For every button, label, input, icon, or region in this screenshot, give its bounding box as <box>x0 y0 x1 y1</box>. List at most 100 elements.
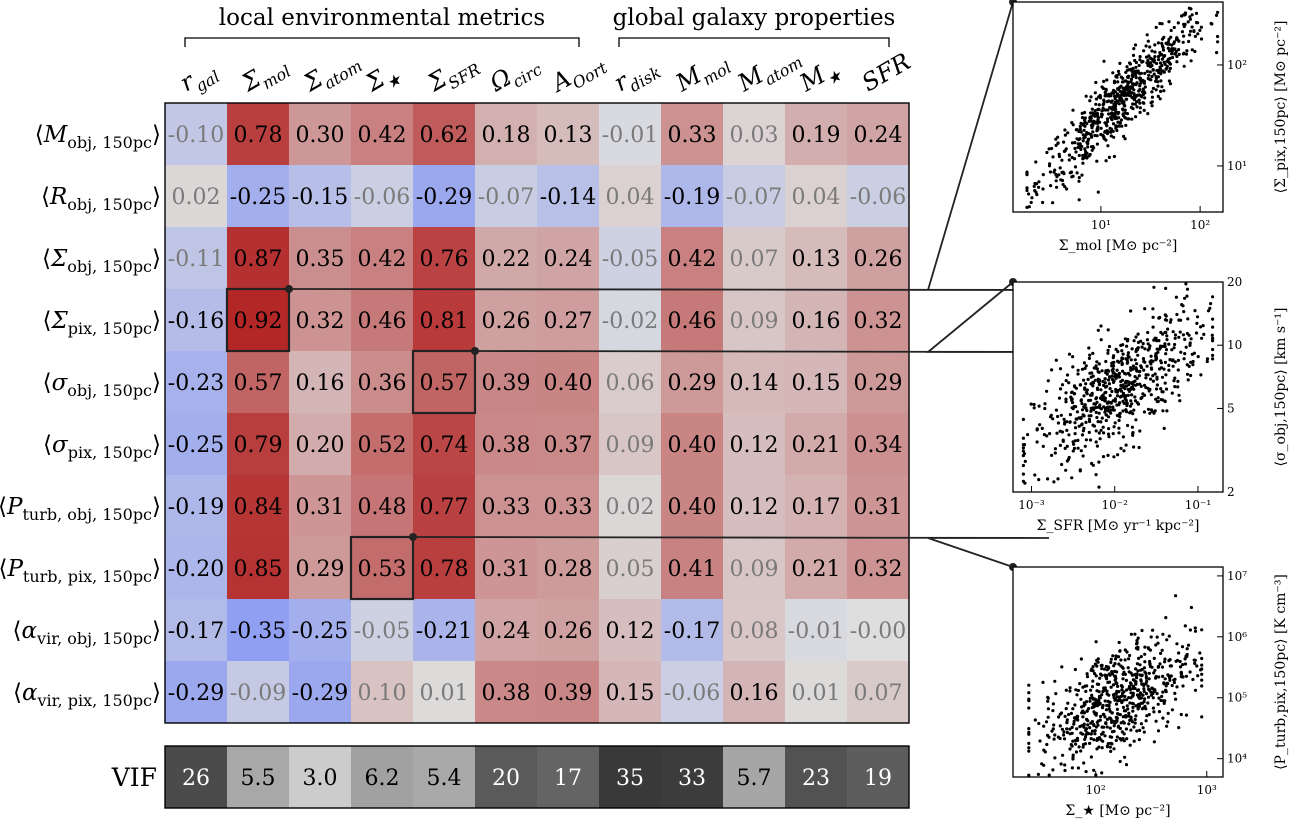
heatmap-cell-value: 0.84 <box>234 495 283 520</box>
heatmap-cell-value: 0.39 <box>482 371 531 396</box>
row-label: ⟨Pturb, obj, 150pc⟩ <box>0 494 161 524</box>
heatmap-cell-value: 0.26 <box>854 247 903 272</box>
heatmap-cell-value: 0.02 <box>172 185 221 210</box>
heatmap-cell <box>413 599 475 661</box>
heatmap-cell <box>351 661 413 723</box>
heatmap-cell <box>785 475 847 537</box>
heatmap-cell-value: 0.19 <box>792 123 841 148</box>
heatmap-cell-value: -0.15 <box>292 185 348 210</box>
heatmap-cell-value: 0.09 <box>730 557 779 582</box>
heatmap-cell-value: -0.14 <box>540 185 596 210</box>
heatmap-cell-value: 0.87 <box>234 247 283 272</box>
heatmap-cell-value: 0.01 <box>792 681 841 706</box>
heatmap-cell-value: 0.52 <box>358 433 407 458</box>
heatmap-cell-value: -0.35 <box>230 619 286 644</box>
heatmap-cell-value: -0.29 <box>292 681 348 706</box>
heatmap-cell-value: 0.38 <box>482 681 531 706</box>
vif-cell <box>785 746 847 808</box>
heatmap-cell-value: 0.76 <box>420 247 469 272</box>
column-label: Matom <box>732 40 806 102</box>
heatmap-cell-value: 0.24 <box>544 247 593 272</box>
heatmap-cell <box>661 475 723 537</box>
heatmap-cell <box>227 475 289 537</box>
vif-cell <box>289 746 351 808</box>
heatmap-cell-value: 0.02 <box>606 495 655 520</box>
heatmap-cell <box>723 475 785 537</box>
heatmap-cell-value: 0.29 <box>668 371 717 396</box>
heatmap-cell <box>227 227 289 289</box>
heatmap-cell <box>599 599 661 661</box>
heatmap-cell <box>661 599 723 661</box>
vif-cell <box>599 746 661 808</box>
heatmap-cell <box>723 351 785 413</box>
heatmap-cell <box>847 475 909 537</box>
heatmap-cell-value: 0.33 <box>544 495 593 520</box>
heatmap-cell-value: 0.53 <box>358 557 407 582</box>
heatmap-cell <box>351 413 413 475</box>
heatmap-cell-value: 0.04 <box>606 185 655 210</box>
highlighted-cell-box <box>349 535 415 601</box>
heatmap-cell-value: 0.42 <box>668 247 717 272</box>
heatmap-cell-value: 0.03 <box>730 123 779 148</box>
column-label: Σmol <box>236 50 294 103</box>
vif-value: 26 <box>182 766 210 791</box>
heatmap-cell <box>289 599 351 661</box>
vif-cell <box>351 746 413 808</box>
vif-cell <box>475 746 537 808</box>
heatmap-cell-value: 0.12 <box>730 495 779 520</box>
heatmap-cell-value: 0.14 <box>730 371 779 396</box>
heatmap-cell-value: 0.29 <box>854 371 903 396</box>
heatmap-cell-value: 0.79 <box>234 433 283 458</box>
vif-value: 17 <box>554 766 582 791</box>
heatmap-cell-value: -0.06 <box>850 185 906 210</box>
heatmap-cell-value: 0.21 <box>792 557 841 582</box>
heatmap-cell <box>289 413 351 475</box>
heatmap-cell <box>227 537 289 599</box>
heatmap-cell-value: -0.05 <box>602 247 658 272</box>
heatmap-cell-value: 0.32 <box>854 309 903 334</box>
heatmap-cell <box>661 351 723 413</box>
heatmap-cell-value: 0.57 <box>234 371 283 396</box>
heatmap-cell-value: 0.09 <box>730 309 779 334</box>
heatmap-cell <box>413 351 475 413</box>
heatmap-cell-value: 0.31 <box>296 495 345 520</box>
heatmap-cell <box>475 351 537 413</box>
heatmap-cell-value: 0.32 <box>854 557 903 582</box>
heatmap-cell-value: 0.16 <box>730 681 779 706</box>
heatmap-cell-value: -0.06 <box>664 681 720 706</box>
heatmap-cell-value: -0.09 <box>230 681 286 706</box>
vif-cell <box>723 746 785 808</box>
vif-value: 5.7 <box>737 766 772 791</box>
heatmap-cell-value: -0.19 <box>168 495 224 520</box>
row-label: ⟨Robj, 150pc⟩ <box>41 184 161 214</box>
heatmap-cell-value: 0.74 <box>420 433 469 458</box>
column-label: Ωcirc <box>484 48 545 102</box>
heatmap-cell-value: 0.13 <box>792 247 841 272</box>
heatmap-cell-value: 0.15 <box>792 371 841 396</box>
heatmap-cell <box>785 413 847 475</box>
heatmap-cell <box>165 661 227 723</box>
heatmap-cell-value: 0.31 <box>482 557 531 582</box>
heatmap-cell <box>289 289 351 351</box>
heatmap-cell-value: 0.08 <box>730 619 779 644</box>
heatmap-cell <box>227 289 289 351</box>
heatmap-cell <box>599 413 661 475</box>
vif-value: 20 <box>492 766 520 791</box>
vif-cell <box>165 746 227 808</box>
vif-cell <box>227 746 289 808</box>
heatmap-cell-value: 0.42 <box>358 247 407 272</box>
heatmap-cell-value: 0.16 <box>792 309 841 334</box>
heatmap-cell <box>537 351 599 413</box>
heatmap-cell-value: 0.28 <box>544 557 593 582</box>
column-label: M★ <box>794 53 847 102</box>
heatmap-cell-value: 0.34 <box>854 433 903 458</box>
heatmap-cell <box>165 599 227 661</box>
heatmap-cell-value: 0.22 <box>482 247 531 272</box>
heatmap-cell <box>351 475 413 537</box>
heatmap-cell-value: -0.07 <box>478 185 534 210</box>
heatmap-cell <box>227 103 289 165</box>
heatmap-cell-value: 0.77 <box>420 495 469 520</box>
heatmap-cell-value: 0.38 <box>482 433 531 458</box>
heatmap-cell <box>475 475 537 537</box>
